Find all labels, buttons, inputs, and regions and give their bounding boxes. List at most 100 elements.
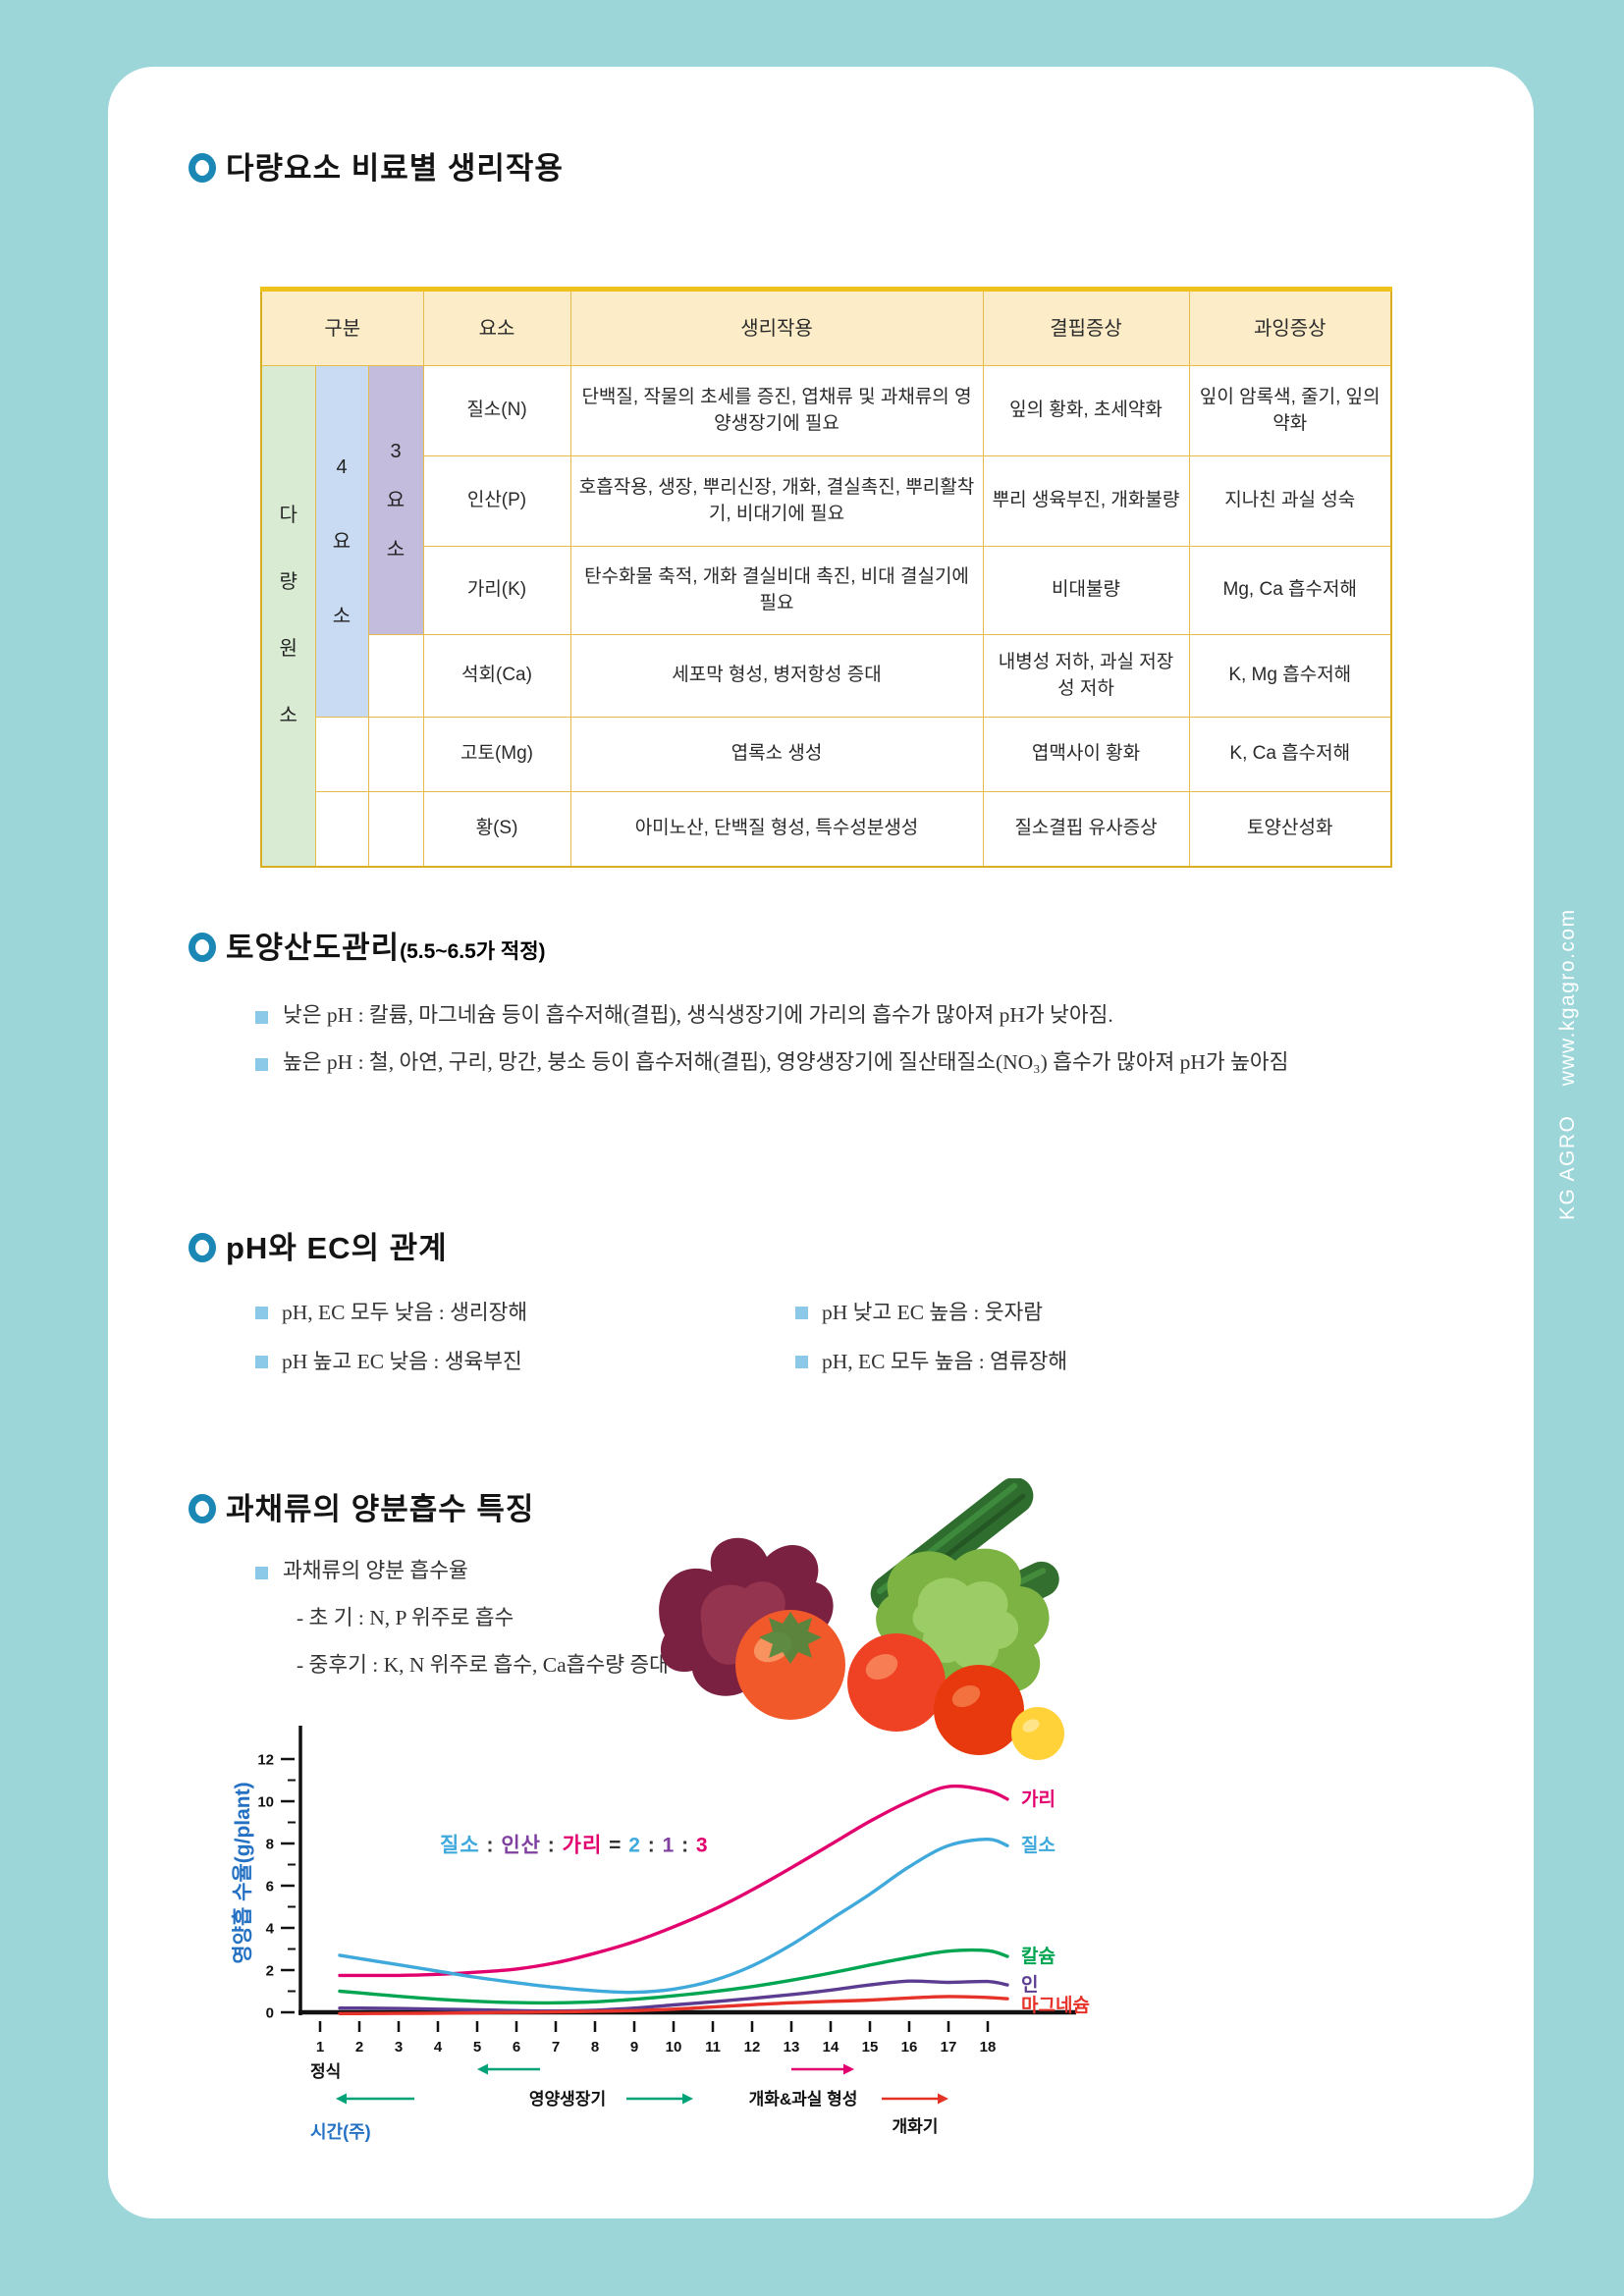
- svg-text:8: 8: [266, 1837, 274, 1853]
- element-cell: 고토(Mg): [422, 717, 571, 792]
- deficiency-cell: 잎의 황화, 초세약화: [982, 365, 1190, 456]
- empty-cell: [314, 717, 369, 792]
- physiology-cell: 엽록소 생성: [569, 717, 984, 792]
- vegetables-image: [659, 1478, 1064, 1760]
- svg-text:5: 5: [473, 2039, 481, 2056]
- bullet-square-icon: [795, 1307, 808, 1319]
- section-bullet-icon: [189, 1494, 216, 1523]
- svg-text:영양흡 수율(g/plant): 영양흡 수율(g/plant): [231, 1782, 254, 1963]
- empty-cell: [367, 717, 424, 792]
- svg-text:16: 16: [901, 2039, 918, 2056]
- bullet-square-icon: [795, 1356, 808, 1368]
- svg-text:3: 3: [395, 2039, 403, 2056]
- element-cell: 질소(N): [422, 365, 571, 456]
- ph-ec-item: pH, EC 모두 낮음 : 생리장해: [255, 1296, 527, 1326]
- bullet-low-ph: 낮은 pH : 칼륨, 마그네슘 등이 흡수저해(결핍), 생식생장기에 가리의…: [283, 1003, 1113, 1027]
- header-gubun: 구분: [260, 289, 424, 366]
- table-row: 고토(Mg) 엽록소 생성 엽맥사이 황화 K, Ca 흡수저해: [261, 717, 1392, 792]
- svg-text:칼슘: 칼슘: [1021, 1946, 1056, 1967]
- bullet-high-ph: 높은 pH : 철, 아연, 구리, 망간, 붕소 등이 흡수저해(결핍), 영…: [283, 1050, 1289, 1074]
- svg-text:11: 11: [705, 2039, 721, 2056]
- element-cell: 가리(K): [422, 546, 571, 635]
- empty-cell: [367, 791, 424, 867]
- deficiency-cell: 내병성 저하, 과실 저장성 저하: [982, 634, 1190, 718]
- website-vertical-text: KG AGRO www.kgagro.com: [1556, 908, 1579, 1220]
- section-bullet-icon: [189, 1233, 216, 1262]
- physiology-cell: 단백질, 작물의 초세를 증진, 엽채류 및 과채류의 영양생장기에 필요: [569, 365, 984, 456]
- header-excess: 과잉증상: [1188, 289, 1392, 366]
- svg-text:정식: 정식: [310, 2062, 341, 2081]
- bullet-absorption-rate: 과채류의 양분 흡수율: [283, 1559, 468, 1582]
- table-header-row: 구분 요소 생리작용 결핍증상 과잉증상: [260, 289, 1392, 366]
- svg-text:6: 6: [266, 1879, 274, 1896]
- svg-text:가리: 가리: [1021, 1789, 1056, 1810]
- section-title-macro-elements: 다량요소 비료별 생리작용: [226, 151, 564, 186]
- svg-text:10: 10: [257, 1794, 274, 1811]
- excess-cell: 잎이 암록색, 줄기, 잎의 약화: [1188, 365, 1392, 456]
- line-early-stage: - 초 기 : N, P 위주로 흡수: [297, 1606, 514, 1629]
- svg-text:0: 0: [266, 2005, 274, 2022]
- excess-cell: 토양산성화: [1188, 791, 1392, 867]
- header-deficiency: 결핍증상: [982, 289, 1190, 366]
- svg-text:개화&과실 형성: 개화&과실 형성: [749, 2089, 858, 2109]
- svg-text:6: 6: [513, 2039, 520, 2056]
- table-row: 가리(K) 탄수화물 축적, 개화 결실비대 촉진, 비대 결실기에 필요 비대…: [261, 546, 1392, 635]
- section-title-soil-acidity: 토양산도관리(5.5~6.5가 적정): [226, 931, 546, 965]
- empty-cell: [314, 791, 369, 867]
- svg-text:9: 9: [630, 2039, 638, 2056]
- physiology-cell: 탄수화물 축적, 개화 결실비대 촉진, 비대 결실기에 필요: [569, 546, 984, 635]
- element-cell: 석회(Ca): [422, 634, 571, 718]
- svg-text:개화기: 개화기: [893, 2117, 939, 2136]
- excess-cell: Mg, Ca 흡수저해: [1188, 546, 1392, 635]
- physiology-cell: 아미노산, 단백질 형성, 특수성분생성: [569, 791, 984, 867]
- deficiency-cell: 질소결핍 유사증상: [982, 791, 1190, 867]
- table-row: 석회(Ca) 세포막 형성, 병저항성 증대 내병성 저하, 과실 저장성 저하…: [261, 634, 1392, 718]
- bullet-square-icon: [255, 1356, 268, 1368]
- excess-cell: 지나친 과실 성숙: [1188, 455, 1392, 547]
- svg-text:12: 12: [257, 1752, 274, 1769]
- element-cell: 인산(P): [422, 455, 571, 547]
- deficiency-cell: 비대불량: [982, 546, 1190, 635]
- svg-text:질소: 질소: [1021, 1835, 1056, 1856]
- svg-text:시간(주): 시간(주): [310, 2122, 371, 2142]
- table-row: 인산(P) 호흡작용, 생장, 뿌리신장, 개화, 결실촉진, 뿌리활착기, 비…: [261, 455, 1392, 547]
- excess-cell: K, Ca 흡수저해: [1188, 717, 1392, 792]
- svg-text:4: 4: [434, 2039, 443, 2056]
- section-bullet-icon: [189, 153, 216, 183]
- physiology-cell: 세포막 형성, 병저항성 증대: [569, 634, 984, 718]
- svg-text:마그네슘: 마그네슘: [1021, 1995, 1090, 2016]
- deficiency-cell: 뿌리 생육부진, 개화불량: [982, 455, 1190, 547]
- svg-text:인: 인: [1021, 1974, 1038, 1996]
- svg-text:4: 4: [266, 1921, 275, 1938]
- svg-text:14: 14: [823, 2039, 839, 2056]
- svg-text:13: 13: [784, 2039, 800, 2056]
- ph-ec-item: pH 낮고 EC 높음 : 웃자람: [795, 1296, 1043, 1326]
- physiology-cell: 호흡작용, 생장, 뿌리신장, 개화, 결실촉진, 뿌리활착기, 비대기에 필요: [569, 455, 984, 547]
- section-bullet-icon: [189, 933, 216, 962]
- empty-cell: [367, 634, 424, 718]
- section-title-ph-ec: pH와 EC의 관계: [226, 1231, 448, 1265]
- line-late-stage: - 중후기 : K, N 위주로 흡수, Ca흡수량 증대: [297, 1653, 669, 1677]
- svg-text:15: 15: [862, 2039, 879, 2056]
- bullet-square-icon: [255, 1011, 268, 1024]
- bullet-square-icon: [255, 1058, 268, 1071]
- element-cell: 황(S): [422, 791, 571, 867]
- svg-text:2: 2: [355, 2039, 363, 2056]
- ph-ec-item: pH, EC 모두 높음 : 염류장해: [795, 1345, 1067, 1375]
- svg-text:질소 : 인산 : 가리 = 2 : 1 : 3: 질소 : 인산 : 가리 = 2 : 1 : 3: [440, 1835, 709, 1857]
- svg-text:8: 8: [591, 2039, 599, 2056]
- svg-text:영양생장기: 영양생장기: [529, 2090, 606, 2109]
- svg-text:2: 2: [266, 1963, 274, 1980]
- bullet-square-icon: [255, 1567, 268, 1579]
- svg-text:18: 18: [980, 2039, 997, 2056]
- bullet-square-icon: [255, 1307, 268, 1319]
- table-row: 황(S) 아미노산, 단백질 형성, 특수성분생성 질소결핍 유사증상 토양산성…: [261, 791, 1392, 867]
